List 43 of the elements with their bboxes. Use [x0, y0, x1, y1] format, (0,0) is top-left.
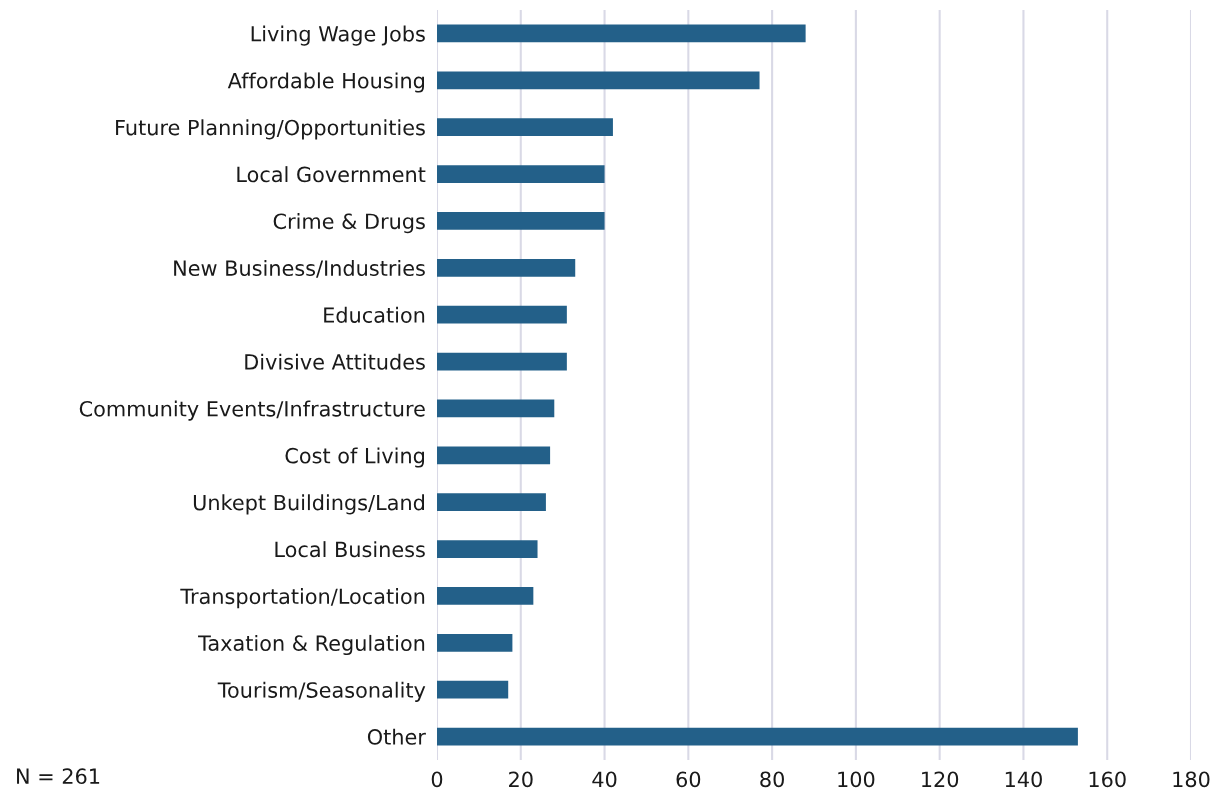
- bar: [437, 493, 546, 512]
- bar: [437, 305, 567, 324]
- y-tick-label: Crime & Drugs: [273, 213, 425, 234]
- y-tick-label: Future Planning/Opportunities: [116, 119, 425, 140]
- bar: [437, 24, 806, 43]
- x-tick-label: 120: [922, 771, 959, 788]
- y-tick-label: Local Business: [275, 541, 425, 558]
- bar: [437, 352, 567, 371]
- x-tick-label: 140: [1005, 771, 1042, 788]
- y-tick-label: New Business/Industries: [174, 259, 425, 278]
- bar: [437, 540, 538, 558]
- x-tick-label: 0: [431, 771, 443, 788]
- x-tick-label: 40: [592, 771, 617, 788]
- bar: [437, 71, 760, 90]
- bar: [437, 165, 605, 183]
- bar: [437, 727, 1078, 746]
- x-tick-label: 60: [676, 771, 701, 788]
- y-tick-label: Other: [367, 728, 426, 745]
- bar: [437, 680, 509, 699]
- y-tick-label: Unkept Buildings/Land: [193, 494, 424, 515]
- y-tick-label: Living Wage Jobs: [251, 25, 425, 46]
- y-tick-label: Community Events/Infrastructure: [79, 400, 425, 421]
- y-tick-label: Divisive Attitudes: [245, 353, 425, 370]
- y-tick-label: Cost of Living: [285, 447, 424, 468]
- bar: [437, 399, 555, 418]
- y-tick-label: Transportation/Location: [180, 588, 425, 609]
- y-tick-label: Tourism/Seasonality: [217, 681, 426, 702]
- text: N = 261: [17, 768, 100, 785]
- bar: [437, 446, 551, 465]
- bar: [437, 212, 605, 230]
- x-tick-label: 80: [760, 771, 784, 788]
- y-tick-label: Education: [324, 306, 425, 323]
- y-tick-label: Affordable Housing: [227, 72, 424, 93]
- x-tick-label: 100: [838, 771, 875, 788]
- y-tick-label: Local Government: [237, 166, 426, 183]
- x-tick-label: 20: [509, 771, 533, 788]
- bar: [437, 587, 534, 605]
- bar: [437, 118, 613, 137]
- y-tick-label: Taxation & Regulation: [198, 634, 425, 656]
- bar: [437, 258, 576, 277]
- x-tick-label: 160: [1089, 771, 1126, 788]
- x-tick-label: 180: [1173, 771, 1210, 788]
- bar: [437, 633, 513, 652]
